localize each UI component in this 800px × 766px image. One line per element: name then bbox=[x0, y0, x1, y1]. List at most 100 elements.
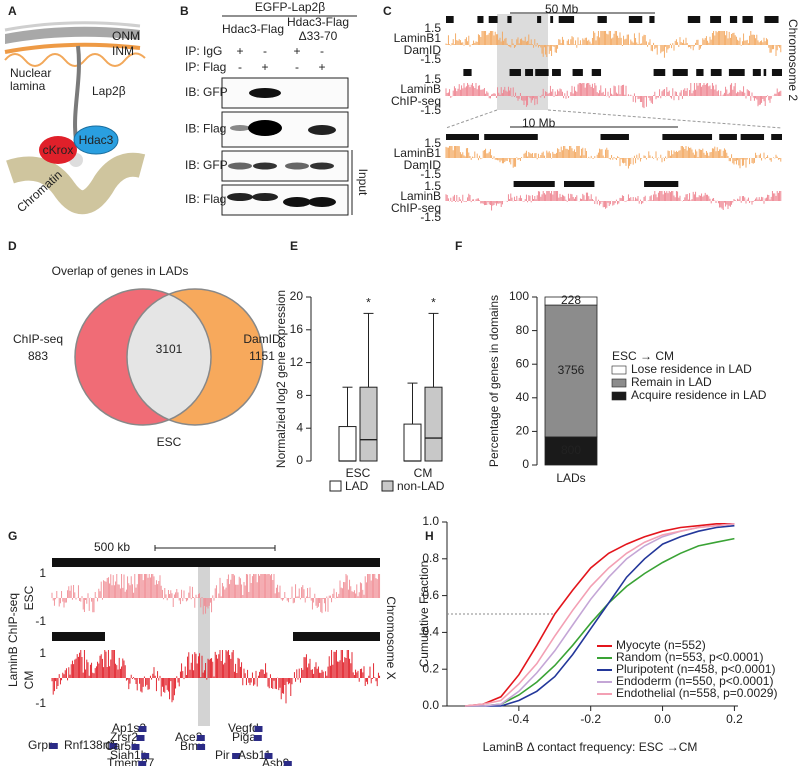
y-tick-label: 8 bbox=[296, 388, 303, 402]
lad-block bbox=[591, 69, 602, 76]
lad-block bbox=[662, 134, 713, 140]
legend-swatch bbox=[329, 480, 342, 492]
membrane-label: INM bbox=[112, 44, 134, 58]
legend-label: non-LAD bbox=[397, 479, 445, 493]
gene-label: Tmem27 bbox=[107, 756, 155, 766]
lane-sign: + bbox=[261, 60, 268, 74]
lad-block bbox=[558, 16, 575, 23]
gene-model bbox=[254, 726, 263, 732]
membrane-label: ONM bbox=[112, 29, 140, 43]
track-tick: -1.5 bbox=[420, 52, 441, 66]
damid-signal bbox=[445, 31, 782, 58]
chromosome-label: Chromosome X bbox=[384, 596, 398, 679]
track-tick: -1.5 bbox=[420, 103, 441, 117]
y-tick-label: 0.4 bbox=[422, 625, 439, 639]
lad-block bbox=[752, 69, 761, 76]
lad-block bbox=[719, 134, 737, 140]
track-tick: 1 bbox=[39, 646, 46, 660]
segment-count: 3756 bbox=[558, 363, 585, 377]
band bbox=[308, 125, 336, 135]
track-label: DamID bbox=[404, 158, 442, 172]
cm-signal bbox=[51, 650, 381, 704]
y-axis-label: Normalzied log2 gene expression bbox=[274, 290, 288, 468]
y-tick-label: 0.0 bbox=[422, 698, 439, 712]
track-label: LaminB1 bbox=[394, 31, 442, 45]
lad-block bbox=[552, 69, 561, 76]
venn-set: DamID bbox=[243, 332, 281, 346]
venn-count: 883 bbox=[28, 349, 48, 363]
segment-count: 800 bbox=[561, 443, 581, 457]
box bbox=[424, 386, 443, 462]
annotation: * bbox=[366, 296, 371, 310]
lad-block bbox=[600, 134, 629, 140]
blot-label: IB: Flag bbox=[185, 122, 226, 136]
gene-model bbox=[197, 744, 206, 750]
bar-segment bbox=[544, 296, 598, 306]
lamina-label: lamina bbox=[10, 79, 46, 93]
lad-block bbox=[740, 134, 765, 140]
x-tick-label: 0.0 bbox=[654, 712, 671, 726]
legend-label: Acquire residence in LAD bbox=[631, 388, 767, 402]
legend-label: LAD bbox=[345, 479, 369, 493]
cdf-line bbox=[464, 523, 735, 707]
chip-signal bbox=[445, 191, 782, 211]
venn-count: 3101 bbox=[156, 342, 183, 356]
y-tick-label: 0.6 bbox=[422, 588, 439, 602]
track-tick: -1.5 bbox=[420, 210, 441, 224]
lad-block bbox=[687, 16, 701, 23]
lad-block bbox=[764, 16, 779, 23]
lane-sign: + bbox=[236, 44, 243, 58]
blot-label: IB: Flag bbox=[185, 192, 226, 206]
gene-label: Piga bbox=[232, 730, 256, 744]
x-tick-label: 0.2 bbox=[726, 712, 743, 726]
y-tick-label: 0 bbox=[522, 457, 529, 471]
band bbox=[249, 88, 281, 98]
legend-label: Endoderm (n=550, p<0.0001) bbox=[616, 674, 773, 688]
y-axis-label: Percentage of genes in domains bbox=[487, 295, 501, 467]
lad-block bbox=[728, 69, 745, 76]
legend-label: Remain in LAD bbox=[631, 375, 712, 389]
track-label: LaminB1 bbox=[394, 146, 442, 160]
lad-block bbox=[653, 69, 666, 76]
panel-label: F bbox=[455, 239, 462, 253]
scale-bar bbox=[154, 545, 276, 551]
y-tick-label: 60 bbox=[516, 356, 530, 370]
hdac3-protein bbox=[73, 125, 119, 155]
damid-signal bbox=[445, 146, 782, 169]
lad-block bbox=[628, 16, 643, 23]
lad-block bbox=[729, 16, 738, 23]
y-tick-label: 12 bbox=[290, 355, 304, 369]
lad-block bbox=[52, 558, 380, 567]
track-tick: 1.5 bbox=[424, 179, 441, 193]
input-label: Input bbox=[356, 169, 370, 196]
y-axis-label: Cumulative Fraction bbox=[417, 561, 431, 668]
blot bbox=[221, 77, 349, 109]
gene-model bbox=[141, 753, 150, 759]
outer-membrane bbox=[5, 26, 140, 44]
gene-model bbox=[138, 761, 147, 766]
blot-label: IB: GFP bbox=[185, 158, 228, 172]
legend-label: Endothelial (n=558, p=0.0029) bbox=[616, 686, 777, 700]
lad-block bbox=[710, 69, 722, 76]
y-tick-label: 80 bbox=[516, 323, 530, 337]
y-tick-label: 4 bbox=[296, 420, 303, 434]
row-label: IP: IgG bbox=[185, 44, 222, 58]
legend-label: Myocyte (n=552) bbox=[616, 638, 706, 652]
lad-block bbox=[763, 69, 767, 76]
x-tick-label: -0.4 bbox=[509, 712, 530, 726]
group-label: Hdac3-Flag bbox=[287, 15, 349, 29]
legend-swatch bbox=[611, 391, 627, 401]
lad-block bbox=[550, 16, 554, 23]
group-label: Δ33-70 bbox=[299, 29, 338, 43]
panel-label: C bbox=[383, 4, 392, 18]
lad-block bbox=[477, 16, 484, 23]
legend-label: Lose residence in LAD bbox=[631, 362, 752, 376]
lane-sign: + bbox=[293, 44, 300, 58]
row-label: IP: Flag bbox=[185, 60, 226, 74]
track-tick: 1.5 bbox=[424, 136, 441, 150]
track-label: ChIP-seq bbox=[391, 201, 441, 215]
blot-label: IB: GFP bbox=[185, 85, 228, 99]
track-tick: -1.5 bbox=[420, 167, 441, 181]
annotation: * bbox=[431, 296, 436, 310]
box bbox=[403, 423, 422, 462]
